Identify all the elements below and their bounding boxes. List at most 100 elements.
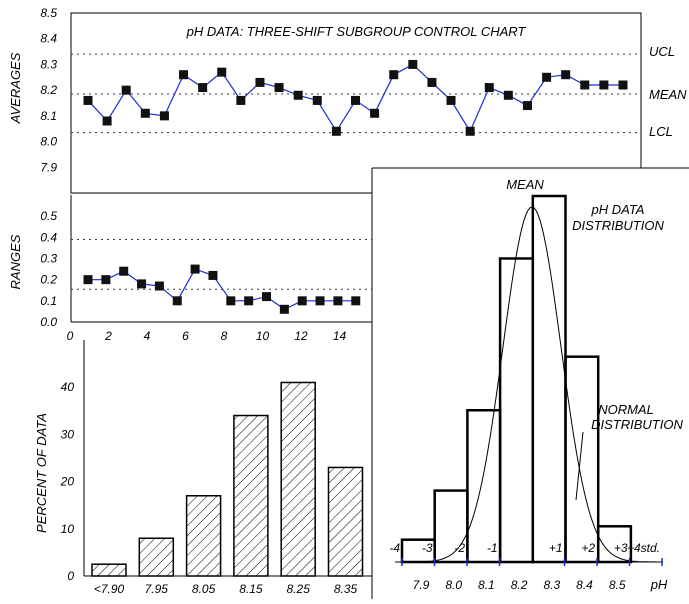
averages-point [255, 77, 265, 87]
sigma-label: -1 [487, 541, 498, 555]
percent-y-tick-label: 10 [61, 522, 75, 536]
percent-bars [91, 381, 411, 577]
ranges-y-tick-label: 0.5 [40, 209, 57, 223]
sigma-label: +2 [581, 541, 595, 555]
percent-y-tick-label: 20 [60, 475, 75, 489]
averages-point [102, 116, 112, 126]
distribution-x-tick-label: 8.3 [543, 578, 560, 592]
percent-bar [185, 495, 222, 577]
ranges-point [83, 275, 93, 285]
distribution-x-tick-label: 8.4 [576, 578, 593, 592]
normal-label-line-1: NORMAL [598, 402, 654, 417]
ranges-point [137, 279, 147, 289]
ranges-series [83, 264, 361, 314]
averages-y-ticks: 7.9 8.0 8.1 8.2 8.3 8.4 8.5 [40, 6, 57, 174]
averages-point [83, 95, 93, 105]
sigma-labels: -4 -3 -2 -1 +1 +2 +3 +4std. [389, 541, 660, 555]
percent-bar [138, 537, 175, 577]
normal-curve [400, 206, 662, 563]
ranges-x-tick-label: 8 [221, 329, 228, 343]
ucl-label: UCL [649, 44, 675, 59]
ranges-x-tick-label: 10 [256, 329, 270, 343]
ranges-axis-label: RANGES [8, 234, 23, 289]
distribution-mean-label: MEAN [506, 177, 544, 192]
normal-label-pointer [575, 431, 584, 501]
ranges-point [154, 281, 164, 291]
percent-histogram: PERCENT OF DATA 0 10 20 30 40 <7.90 7.95 8.05 8… [34, 340, 411, 596]
percent-axis-label: PERCENT OF DATA [34, 413, 49, 533]
ranges-x-tick-label: 0 [67, 329, 74, 343]
sigma-label: -2 [454, 541, 465, 555]
percent-bar [327, 466, 364, 577]
percent-x-tick-label: <7.90 [94, 582, 125, 596]
averages-point [561, 70, 571, 80]
ranges-chart: RANGES 0.00.10.20.30.40.5 024681012141 [8, 195, 381, 343]
averages-axis-label: AVERAGES [8, 52, 23, 124]
averages-y-tick-label: 8.4 [40, 32, 57, 46]
ranges-point [333, 296, 343, 306]
ranges-point [262, 292, 271, 302]
averages-point [351, 95, 360, 105]
percent-y-ticks: 0 10 20 30 40 [60, 380, 75, 583]
ranges-point [208, 270, 218, 280]
distribution-x-tick-label: 8.0 [445, 578, 462, 592]
averages-point [503, 90, 513, 100]
averages-point [542, 72, 552, 82]
averages-point [465, 126, 475, 136]
averages-point [274, 83, 284, 93]
ranges-x-tick-label: 12 [294, 329, 308, 343]
averages-point [370, 108, 380, 118]
percent-y-tick-label: 40 [61, 380, 75, 394]
distribution-x-tick-label: 8.5 [609, 578, 626, 592]
sigma-label: -4 [389, 541, 400, 555]
ranges-y-tick-label: 0.1 [40, 294, 57, 308]
ranges-point [172, 296, 182, 306]
ranges-x-tick-label: 2 [104, 329, 112, 343]
averages-point [618, 80, 628, 90]
ranges-x-tick-label: 6 [182, 329, 189, 343]
averages-point [217, 67, 227, 77]
sigma-label: +1 [549, 541, 563, 555]
distribution-x-tick-label: 8.2 [511, 578, 528, 592]
averages-point [159, 111, 169, 121]
percent-x-tick-label: 8.35 [334, 582, 358, 596]
ranges-y-tick-label: 0.3 [40, 252, 57, 266]
percent-bar [91, 563, 127, 577]
ranges-point [226, 296, 236, 306]
percent-y-tick-label: 30 [61, 427, 75, 441]
averages-limit-labels: UCL MEAN LCL [649, 44, 687, 139]
averages-point [599, 80, 609, 90]
sigma-label: +4std. [627, 541, 660, 555]
sigma-label: +3 [614, 541, 628, 555]
percent-bar [233, 414, 269, 577]
averages-point [312, 95, 322, 105]
averages-y-tick-label: 8.3 [40, 57, 57, 71]
ranges-point [297, 296, 307, 306]
mean-label: MEAN [649, 87, 687, 102]
averages-point [198, 83, 208, 93]
distribution-x-tick-label: 7.9 [413, 578, 430, 592]
distribution-x-ticks: 7.9 8.0 8.1 8.2 8.3 8.4 8.5 [413, 578, 626, 592]
averages-plot-frame [70, 12, 642, 194]
averages-point [331, 126, 341, 136]
averages-point [389, 70, 399, 80]
sigma-label: -3 [422, 541, 433, 555]
averages-y-tick-label: 8.1 [40, 109, 57, 123]
distribution-title-line-1: pH DATA [591, 202, 645, 217]
averages-point [522, 101, 532, 111]
lcl-label: LCL [649, 124, 673, 139]
percent-bar [280, 381, 316, 577]
averages-point [140, 108, 150, 118]
ranges-control-limits [71, 238, 372, 290]
percent-y-tick-label: 0 [67, 569, 74, 583]
ranges-y-tick-label: 0.0 [40, 315, 57, 329]
averages-chart: pH DATA: THREE-SHIFT SUBGROUP CONTROL CH… [8, 6, 687, 194]
ranges-x-tick-label: 14 [333, 329, 347, 343]
averages-chart-title: pH DATA: THREE-SHIFT SUBGROUP CONTROL CH… [186, 24, 527, 39]
distribution-inset: -4 -3 -2 -1 +1 +2 +3 +4std. 7.9 8.0 8.1 8.2 8.3 8.4 8… [371, 167, 689, 599]
percent-x-tick-label: 8.15 [239, 582, 263, 596]
percent-x-tick-label: 8.05 [192, 582, 216, 596]
ranges-point [119, 266, 129, 276]
percent-x-tick-label: 7.95 [145, 582, 169, 596]
